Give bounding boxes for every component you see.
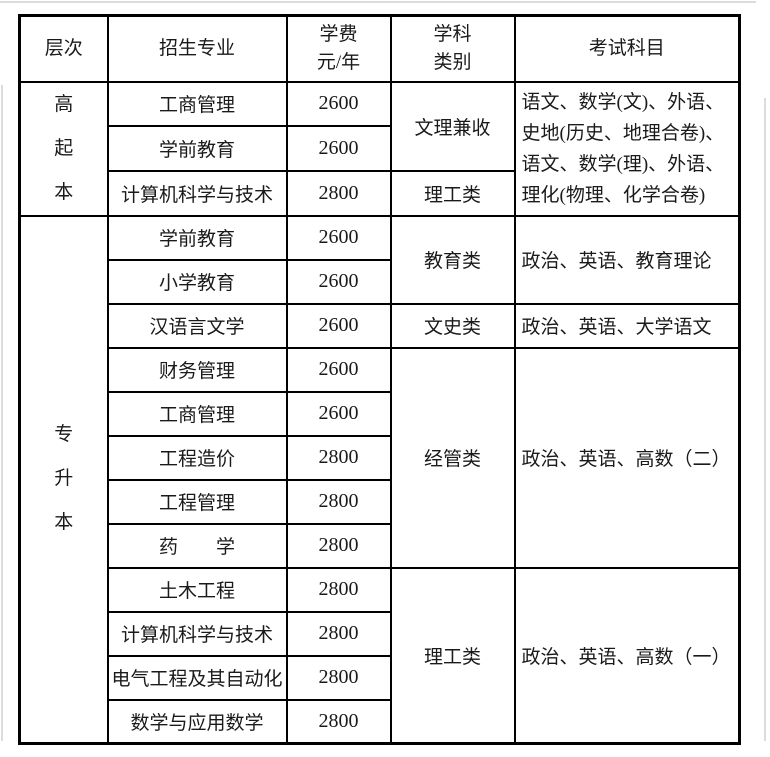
header-exam: 考试科目 xyxy=(513,14,741,83)
category-cell: 教育类 xyxy=(389,214,516,305)
table-row: 专 升 本 学前教育 2600 教育类 政治、英语、教育理论 xyxy=(18,214,741,745)
table-header-row: 层次 招生专业 学费 元/年 学科 类别 考试科目 xyxy=(18,14,741,83)
header-major: 招生专业 xyxy=(106,14,288,83)
fee-cell: 2800 xyxy=(285,434,392,481)
table-row: 电气工程及其自动化 2800 xyxy=(20,654,740,701)
table-row: 汉语言文学 2600 文史类 政治、英语、大学语文 xyxy=(20,302,741,349)
table-row: 药 学 2800 xyxy=(20,522,740,569)
admission-tuition-table: 层次 招生专业 学费 元/年 学科 类别 考试科目 高 起 本 工商管理 260… xyxy=(18,14,741,745)
table-row: 工商管理 2600 xyxy=(20,390,740,437)
fee-cell: 2600 xyxy=(285,214,392,261)
fee-cell: 2600 xyxy=(285,346,392,393)
header-fee: 学费 元/年 xyxy=(285,14,392,83)
fee-cell: 2800 xyxy=(285,654,392,701)
category-cell: 理工类 xyxy=(389,566,516,745)
category-cell: 文理兼收 xyxy=(389,80,516,172)
table-row: 工程造价 2800 xyxy=(20,434,740,481)
major-cell: 药 学 xyxy=(106,522,288,569)
page-edge-line-right xyxy=(764,98,766,741)
table-row: 计算机科学与技术 2800 理工类 xyxy=(20,169,740,217)
table-row: 财务管理 2600 经管类 政治、英语、高数（二） xyxy=(20,346,741,569)
page-edge-line-left xyxy=(1,85,3,741)
major-cell: 学前教育 xyxy=(106,214,288,261)
page-edge-line-top xyxy=(0,1,756,3)
major-cell: 工商管理 xyxy=(106,390,288,437)
major-cell: 学前教育 xyxy=(106,125,288,172)
fee-cell: 2800 xyxy=(285,478,392,525)
major-cell: 电气工程及其自动化 xyxy=(106,654,288,701)
major-cell: 工程造价 xyxy=(106,434,288,481)
table-row: 学前教育 2600 xyxy=(20,125,740,172)
fee-cell: 2800 xyxy=(285,169,392,217)
major-cell: 计算机科学与技术 xyxy=(106,169,288,217)
fee-cell: 2600 xyxy=(285,80,392,128)
major-cell: 汉语言文学 xyxy=(106,302,288,349)
major-cell: 工商管理 xyxy=(106,80,288,128)
fee-cell: 2600 xyxy=(285,390,392,437)
header-level: 层次 xyxy=(18,14,109,83)
major-cell: 工程管理 xyxy=(106,478,288,525)
exam-cell: 语文、数学(文)、外语、 史地(历史、地理合卷)、 语文、数学(理)、外语、 理… xyxy=(513,80,741,217)
table-row: 计算机科学与技术 2800 xyxy=(20,610,740,657)
major-cell: 财务管理 xyxy=(106,346,288,393)
exam-cell: 政治、英语、高数（一） xyxy=(513,566,741,745)
fee-cell: 2800 xyxy=(285,610,392,657)
exam-cell: 政治、英语、大学语文 xyxy=(513,302,741,349)
table-row: 小学教育 2600 xyxy=(20,258,740,305)
major-cell: 计算机科学与技术 xyxy=(106,610,288,657)
fee-cell: 2800 xyxy=(285,698,392,745)
table-row: 土木工程 2800 理工类 政治、英语、高数（一） xyxy=(20,566,741,745)
level-cell-gaoqiben: 高 起 本 xyxy=(18,80,109,217)
exam-cell: 政治、英语、高数（二） xyxy=(513,346,741,569)
table-row: 数学与应用数学 2800 xyxy=(20,698,740,745)
category-cell: 经管类 xyxy=(389,346,516,569)
fee-cell: 2600 xyxy=(285,302,392,349)
level-cell-zhuanshengben: 专 升 本 xyxy=(18,214,109,745)
fee-cell: 2800 xyxy=(285,522,392,569)
table-row: 高 起 本 工商管理 2600 文理兼收 语文、数学(文)、外语、 史地(历史、… xyxy=(18,80,741,217)
fee-cell: 2800 xyxy=(285,566,392,613)
header-category: 学科 类别 xyxy=(389,14,516,83)
major-cell: 土木工程 xyxy=(106,566,288,613)
category-cell: 文史类 xyxy=(389,302,516,349)
category-cell: 理工类 xyxy=(389,169,516,217)
major-cell: 小学教育 xyxy=(106,258,288,305)
fee-cell: 2600 xyxy=(285,125,392,172)
fee-cell: 2600 xyxy=(285,258,392,305)
table-row: 工程管理 2800 xyxy=(20,478,740,525)
exam-cell: 政治、英语、教育理论 xyxy=(513,214,741,305)
major-cell: 数学与应用数学 xyxy=(106,698,288,745)
